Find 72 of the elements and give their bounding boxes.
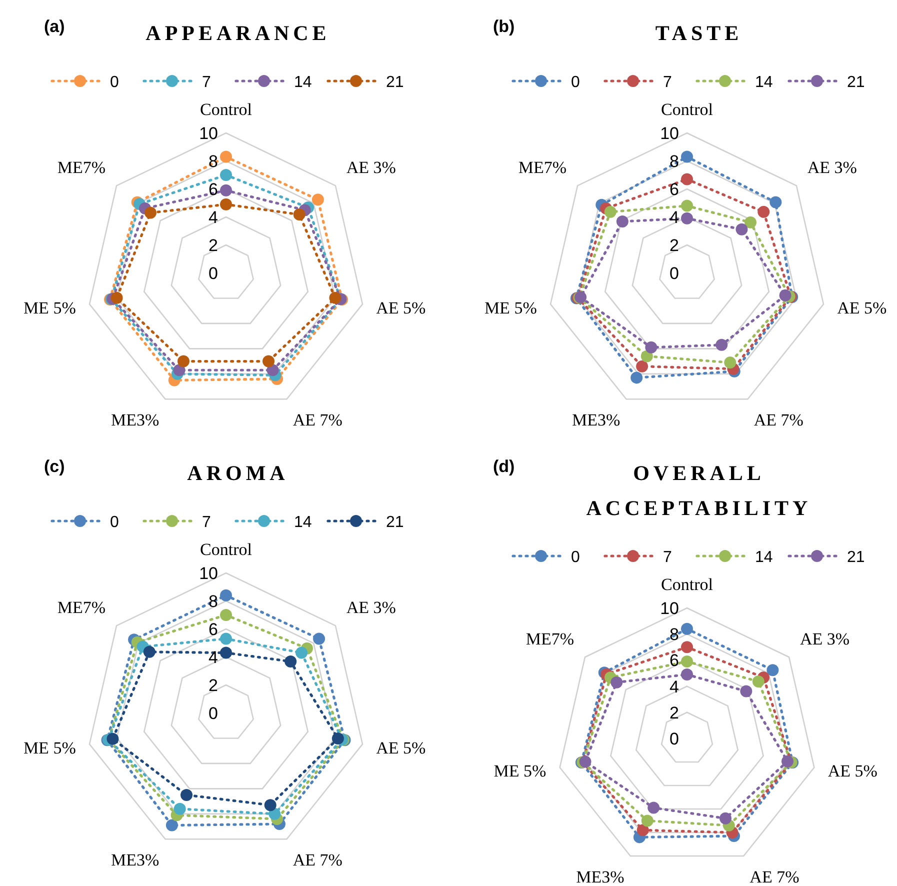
spoke-label: AE 3% [800, 629, 850, 648]
chart-title: OVERALL ACCEPTABILITY [586, 461, 812, 520]
legend-label: 21 [386, 74, 404, 91]
legend-label: 14 [755, 74, 773, 91]
spoke-label: AE 5% [828, 762, 878, 781]
spoke-label: AE 7% [754, 410, 804, 430]
legend-label: 21 [386, 514, 404, 531]
y-tick-label: 4 [208, 648, 218, 667]
spoke-label: AE 3% [807, 158, 857, 177]
spoke-label: Control [661, 100, 714, 119]
spoke-label: ME 5% [494, 762, 546, 781]
spoke-label: ME 5% [23, 298, 76, 318]
y-tick-label: 0 [670, 264, 679, 283]
legend-label: 0 [110, 74, 119, 91]
legend-label: 14 [755, 549, 773, 566]
spoke-label: ME 5% [23, 738, 76, 758]
y-tick-label: 10 [660, 599, 679, 618]
spoke-label: ME7% [518, 158, 567, 177]
spoke-label: ME7% [526, 629, 574, 648]
y-tick-label: 2 [208, 676, 218, 695]
y-tick-label: 4 [208, 208, 218, 227]
chart-title: APPEARANCE [146, 21, 330, 45]
spoke-label: Control [200, 100, 252, 119]
y-tick-label: 6 [670, 180, 679, 199]
y-tick-label: 6 [208, 620, 218, 639]
spoke-label: AE 5% [837, 298, 887, 318]
spoke-label: AE 7% [292, 410, 342, 430]
legend-label: 14 [294, 74, 312, 91]
spoke-label: AE 7% [750, 868, 800, 886]
chart-title: TASTE [655, 21, 743, 45]
legend-label: 0 [110, 514, 119, 531]
spoke-label: ME3% [576, 868, 624, 886]
y-tick-label: 0 [670, 729, 679, 748]
legend-label: 21 [847, 549, 865, 566]
y-tick-label: 4 [670, 677, 679, 696]
spoke-label: AE 5% [376, 738, 426, 758]
y-tick-label: 10 [199, 124, 218, 143]
y-tick-label: 2 [670, 703, 679, 722]
y-tick-label: 2 [670, 236, 679, 255]
y-tick-label: 2 [208, 236, 218, 255]
y-tick-label: 8 [670, 625, 679, 644]
text: (c) [44, 457, 65, 476]
spoke-label: ME 5% [484, 298, 537, 318]
y-tick-label: 6 [208, 180, 218, 199]
spoke-label: ME3% [111, 850, 160, 870]
legend-label: 14 [294, 514, 312, 531]
legend-label: 7 [202, 74, 211, 91]
spoke-label: AE 5% [376, 298, 426, 318]
y-tick-label: 10 [660, 124, 679, 143]
legend-label: 0 [571, 549, 580, 566]
spoke-label: AE 3% [346, 598, 396, 617]
spoke-label: AE 7% [292, 850, 342, 870]
text: (a) [44, 17, 65, 36]
y-tick-label: 0 [208, 704, 218, 723]
text: (b) [493, 17, 515, 36]
legend-label: 0 [571, 74, 580, 91]
spoke-label: ME7% [57, 158, 106, 177]
spoke-label: AE 3% [346, 158, 396, 177]
y-tick-label: 0 [208, 264, 218, 283]
legend-label: 7 [663, 549, 672, 566]
legend-label: 7 [202, 514, 211, 531]
spoke-label: Control [200, 540, 252, 559]
legend-label: 7 [663, 74, 672, 91]
spoke-label: Control [661, 575, 714, 594]
spoke-label: ME3% [572, 410, 620, 430]
text: (d) [493, 457, 515, 476]
y-tick-label: 10 [199, 564, 218, 583]
spoke-label: ME3% [111, 410, 160, 430]
spoke-label: ME7% [57, 598, 106, 617]
y-tick-label: 6 [670, 651, 679, 670]
legend-label: 21 [847, 74, 865, 91]
chart-title: AROMA [187, 461, 289, 485]
